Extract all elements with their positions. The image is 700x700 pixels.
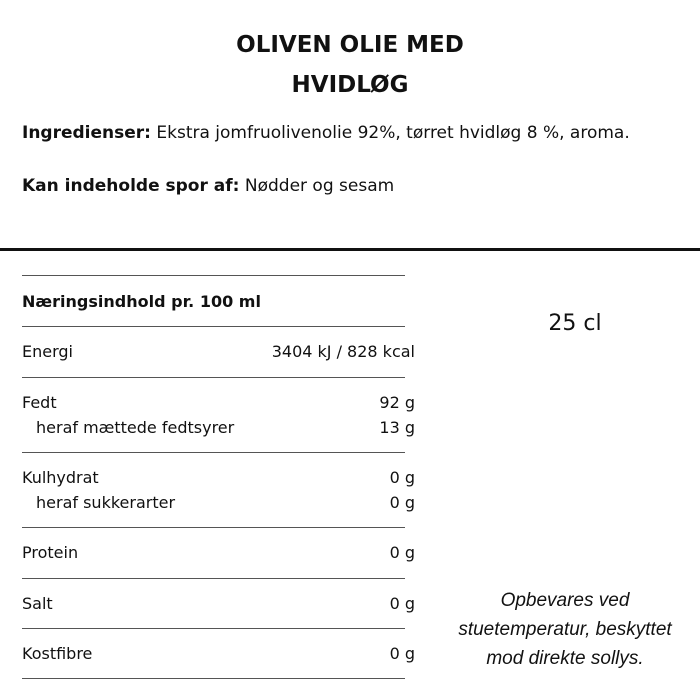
ingredients-text: Ekstra jomfruolivenolie 92%, tørret hvid… — [150, 123, 630, 143]
table-row: Energi 3404 kJ / 828 kcal — [22, 342, 415, 361]
table-row: Kulhydrat 0 g — [22, 468, 415, 487]
table-rule — [22, 377, 405, 378]
row-label: Energi — [22, 342, 73, 361]
table-row: Protein 0 g — [22, 543, 415, 562]
row-value: 92 g — [379, 393, 415, 412]
table-rule — [22, 452, 405, 453]
row-label: Kulhydrat — [22, 468, 99, 487]
table-row: Kostfibre 0 g — [22, 644, 415, 663]
volume: 25 cl — [548, 311, 602, 336]
table-row: heraf mættede fedtsyrer 13 g — [36, 418, 415, 437]
row-label: Protein — [22, 543, 79, 562]
divider — [0, 248, 700, 251]
row-label: Kostfibre — [22, 644, 93, 663]
table-rule — [22, 527, 405, 528]
storage-line: Opbevares ved — [500, 590, 630, 611]
table-rule — [22, 578, 405, 579]
allergens-text: Nødder og sesam — [239, 176, 395, 196]
row-value: 13 g — [379, 418, 415, 437]
table-row: Salt 0 g — [22, 594, 415, 613]
row-value: 0 g — [389, 468, 415, 487]
row-value: 0 g — [389, 594, 415, 613]
row-value: 0 g — [389, 493, 415, 512]
storage-note: Opbevares ved stuetemperatur, beskyttet … — [430, 586, 700, 673]
table-row: heraf sukkerarter 0 g — [36, 493, 415, 512]
row-label: Fedt — [22, 393, 57, 412]
row-label: heraf sukkerarter — [36, 493, 176, 512]
title-line-2: HVIDLØG — [291, 72, 409, 98]
row-label: Salt — [22, 594, 53, 613]
table-rule — [22, 628, 405, 629]
row-value: 0 g — [389, 543, 415, 562]
table-rule — [22, 326, 405, 327]
row-label: heraf mættede fedtsyrer — [36, 418, 235, 437]
product-title: OLIVEN OLIE MED HVIDLØG — [0, 25, 700, 105]
table-rule — [22, 678, 405, 679]
row-value: 3404 kJ / 828 kcal — [271, 342, 415, 361]
ingredients: Ingredienser: Ekstra jomfruolivenolie 92… — [22, 123, 630, 143]
nutrition-header: Næringsindhold pr. 100 ml — [22, 292, 261, 311]
storage-line: stuetemperatur, beskyttet — [458, 619, 672, 640]
table-rule — [22, 275, 405, 276]
storage-line: mod direkte sollys. — [486, 648, 644, 669]
table-row: Fedt 92 g — [22, 393, 415, 412]
allergens: Kan indeholde spor af: Nødder og sesam — [22, 176, 394, 196]
title-line-1: OLIVEN OLIE MED — [236, 32, 464, 58]
row-value: 0 g — [389, 644, 415, 663]
allergens-label: Kan indeholde spor af: — [22, 176, 240, 196]
ingredients-label: Ingredienser: — [22, 123, 151, 143]
